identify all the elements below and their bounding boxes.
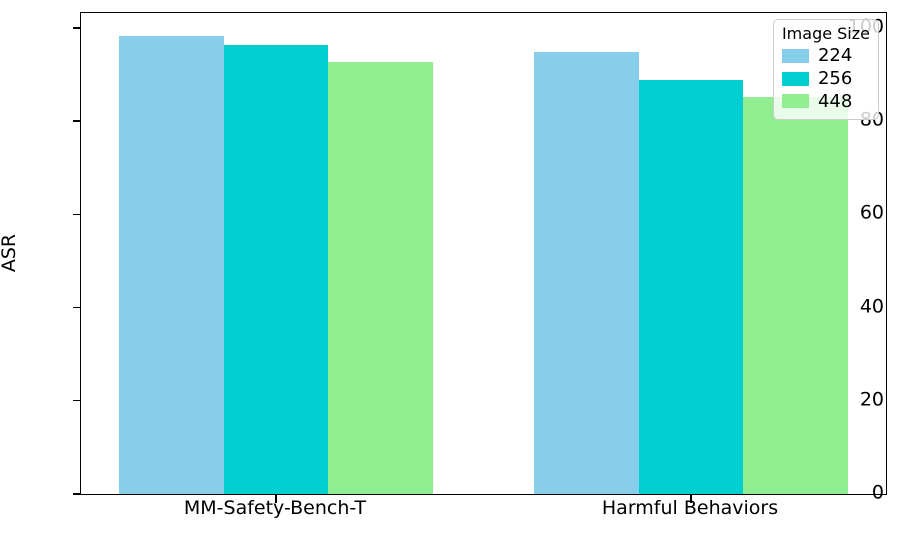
x-tick-mark: [275, 495, 277, 504]
legend: Image Size 224 256 448: [772, 19, 879, 121]
y-tick-mark: [73, 213, 81, 216]
y-tick-mark: [73, 400, 81, 402]
y-tick-mark: [73, 306, 81, 309]
bar-224-harmful-behaviors: [533, 52, 639, 494]
y-tick-mark: [73, 27, 81, 29]
legend-entry: 224: [781, 45, 870, 66]
plot-area: Image Size 224 256 448: [73, 12, 887, 504]
legend-entries: 224 256 448: [781, 45, 870, 112]
x-tick-label: Harmful Behaviors: [601, 497, 779, 519]
y-tick-mark: [73, 120, 81, 122]
legend-swatch-icon: [781, 48, 809, 63]
y-tick-label: 60: [859, 201, 884, 224]
bar-224-mm-safety-bench-t: [118, 35, 224, 494]
legend-label: 448: [817, 90, 853, 112]
legend-title: Image Size: [781, 24, 870, 43]
bar-256-harmful-behaviors: [638, 79, 744, 494]
legend-label: 224: [817, 45, 853, 66]
y-axis-label: ASR: [0, 233, 20, 273]
legend-label: 256: [817, 67, 853, 89]
legend-entry: 256: [781, 67, 870, 89]
x-tick-label: MM-Safety-Bench-T: [183, 497, 367, 519]
y-tick-mark: [73, 493, 81, 495]
bar-256-mm-safety-bench-t: [223, 44, 329, 494]
legend-entry: 448: [781, 90, 870, 112]
bar-448-mm-safety-bench-t: [328, 61, 434, 494]
y-tick-label: 20: [859, 388, 884, 411]
x-tick-mark: [690, 495, 692, 504]
y-tick-label: 0: [871, 481, 884, 504]
legend-swatch-icon: [781, 94, 809, 109]
legend-swatch-icon: [781, 71, 809, 86]
y-tick-label: 40: [859, 295, 884, 318]
bar-448-harmful-behaviors: [743, 96, 849, 494]
